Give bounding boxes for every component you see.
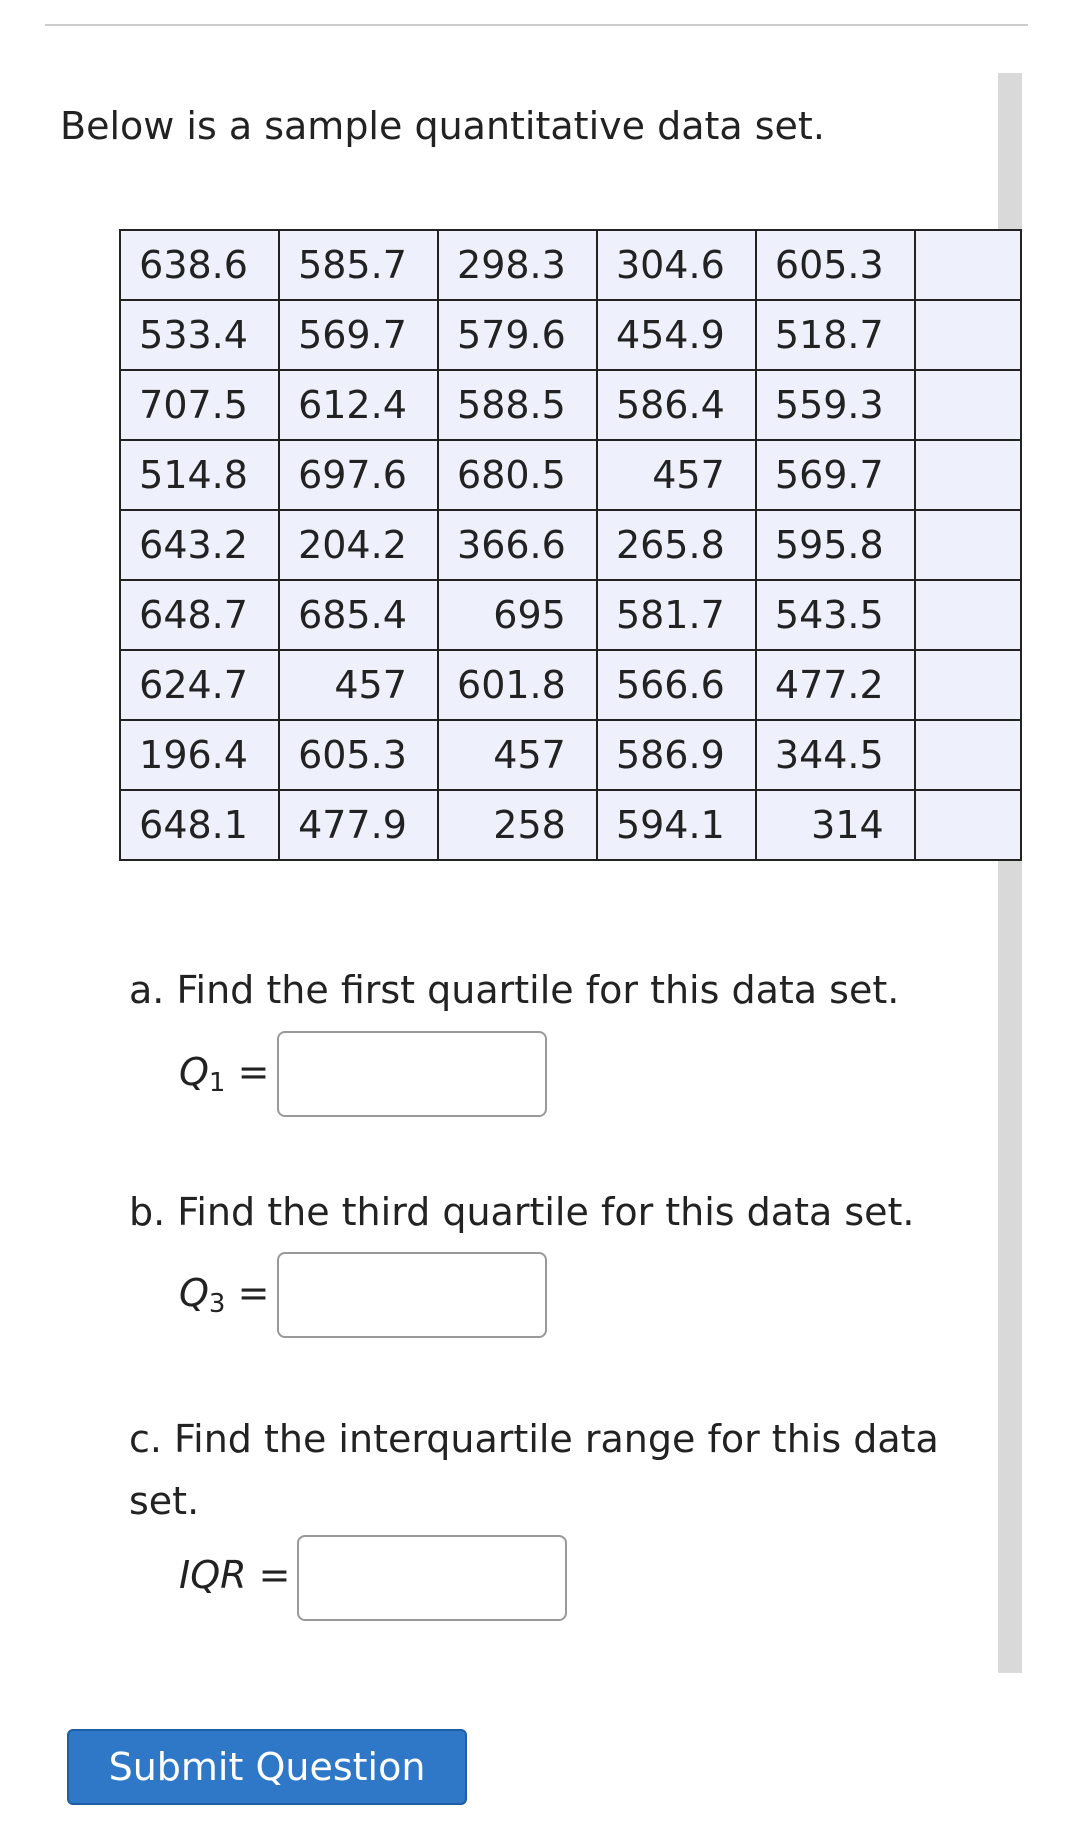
answer-label: Q3 =: [179, 1271, 269, 1319]
table-row: 643.2 204.2 366.6 265.8 595.8: [119, 509, 1022, 581]
table-cell: 707.5: [119, 369, 280, 441]
variable: Q: [179, 1050, 209, 1094]
question-text: b. Find the third quartile for this data…: [129, 1190, 915, 1234]
table-cell: 581.7: [595, 579, 757, 651]
intro-text: Below is a sample quantitative data set.: [60, 104, 825, 148]
table-cell: 579.6: [436, 299, 598, 371]
table-cell-cut: [913, 649, 1022, 721]
table-cell: 518.7: [754, 299, 916, 371]
table-cell: 559.3: [754, 369, 916, 441]
table-cell: 586.9: [595, 719, 757, 791]
table-row: 533.4 569.7 579.6 454.9 518.7: [119, 299, 1022, 371]
table-cell: 569.7: [277, 299, 439, 371]
table-row: 648.1 477.9 258 594.1 314: [119, 789, 1022, 861]
table-row: 196.4 605.3 457 586.9 344.5: [119, 719, 1022, 791]
table-cell: 648.7: [119, 579, 280, 651]
table-cell: 638.6: [119, 229, 280, 301]
table-cell: 457: [436, 719, 598, 791]
answer-input[interactable]: [277, 1252, 547, 1338]
divider: [45, 24, 1028, 26]
submit-button[interactable]: Submit Question: [67, 1729, 467, 1805]
table-cell: 298.3: [436, 229, 598, 301]
table-cell: 477.9: [277, 789, 439, 861]
table-cell: 457: [595, 439, 757, 511]
table-cell: 344.5: [754, 719, 916, 791]
subscript: 3: [208, 1289, 226, 1319]
table-cell: 605.3: [754, 229, 916, 301]
table-row: 514.8 697.6 680.5 457 569.7: [119, 439, 1022, 511]
table-row: 648.7 685.4 695 581.7 543.5: [119, 579, 1022, 651]
table-cell: 594.1: [595, 789, 757, 861]
table-cell: 204.2: [277, 509, 439, 581]
data-table: 638.6 585.7 298.3 304.6 605.3 533.4 569.7 579.6…: [119, 229, 1022, 874]
table-cell: 601.8: [436, 649, 598, 721]
table-cell: 697.6: [277, 439, 439, 511]
table-row: 624.7 457 601.8 566.6 477.2: [119, 649, 1022, 721]
table-cell: 314: [754, 789, 916, 861]
question-text: a. Find the first quartile for this data…: [129, 968, 900, 1012]
table-cell: 543.5: [754, 579, 916, 651]
equals: =: [237, 1050, 270, 1094]
table-cell: 612.4: [277, 369, 439, 441]
variable: Q: [179, 1271, 209, 1315]
table-row: 707.5 612.4 588.5 586.4 559.3: [119, 369, 1022, 441]
table-cell: 514.8: [119, 439, 280, 511]
table-cell-cut: [913, 299, 1022, 371]
table-cell: 196.4: [119, 719, 280, 791]
table-cell: 457: [277, 649, 439, 721]
table-cell: 477.2: [754, 649, 916, 721]
table-cell: 648.1: [119, 789, 280, 861]
table-cell: 586.4: [595, 369, 757, 441]
table-cell: 588.5: [436, 369, 598, 441]
table-cell: 533.4: [119, 299, 280, 371]
table-cell-cut: [913, 579, 1022, 651]
answer-input[interactable]: [297, 1535, 567, 1621]
variable: IQR: [179, 1553, 247, 1597]
table-cell: 685.4: [277, 579, 439, 651]
table-cell: 566.6: [595, 649, 757, 721]
table-cell-cut: [913, 229, 1022, 301]
table-cell: 695: [436, 579, 598, 651]
table-cell: 366.6: [436, 509, 598, 581]
answer-label: Q1 =: [179, 1050, 269, 1098]
equals: =: [237, 1271, 270, 1315]
question-text: c. Find the interquartile range for this…: [129, 1408, 1014, 1532]
table-cell: 569.7: [754, 439, 916, 511]
table-cell-cut: [913, 719, 1022, 791]
table-cell: 304.6: [595, 229, 757, 301]
table-cell: 585.7: [277, 229, 439, 301]
answer-input[interactable]: [277, 1031, 547, 1117]
table-row: 638.6 585.7 298.3 304.6 605.3: [119, 229, 1022, 301]
equals: =: [258, 1553, 291, 1597]
table-cell: 680.5: [436, 439, 598, 511]
table-cell-cut: [913, 509, 1022, 581]
table-cell: 643.2: [119, 509, 280, 581]
table-cell: 454.9: [595, 299, 757, 371]
table-cell: 258: [436, 789, 598, 861]
table-cell: 624.7: [119, 649, 280, 721]
table-cell: 265.8: [595, 509, 757, 581]
question-line: c. Find the interquartile range for this…: [129, 1417, 939, 1523]
table-cell: 605.3: [277, 719, 439, 791]
table-cell-cut: [913, 439, 1022, 511]
subscript: 1: [208, 1068, 226, 1098]
table-cell: 595.8: [754, 509, 916, 581]
answer-label: IQR =: [179, 1553, 290, 1597]
table-cell-cut: [913, 369, 1022, 441]
table-cell-cut: [913, 789, 1022, 861]
